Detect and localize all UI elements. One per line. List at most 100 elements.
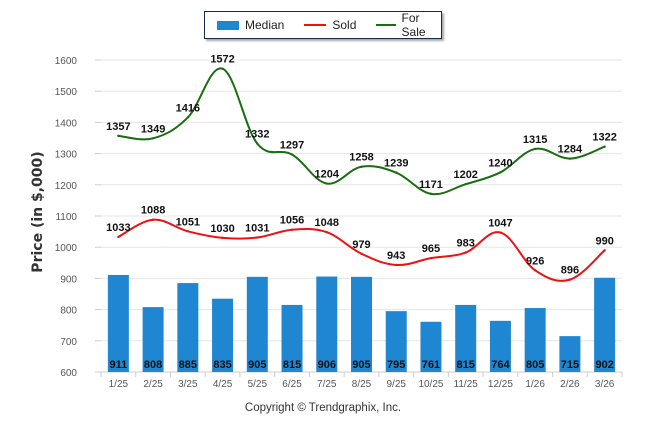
median-bar [316, 276, 338, 372]
for-sale-data-label: 1240 [488, 157, 512, 169]
sold-point [568, 278, 572, 281]
sold-data-label: 1031 [245, 223, 269, 235]
for-sale-point [117, 134, 120, 138]
y-tick-label: 1200 [55, 181, 78, 192]
y-tick-label: 1500 [55, 87, 78, 98]
legend-label-sold: Sold [332, 18, 357, 32]
sold-data-label: 983 [457, 238, 475, 250]
median-bar-label: 808 [144, 359, 162, 371]
for-sale-data-label: 1297 [280, 140, 304, 152]
median-bar [281, 304, 303, 372]
sold-data-label: 965 [422, 243, 440, 255]
x-tick-label: 12/25 [488, 379, 513, 390]
series-lines [117, 67, 606, 282]
sold-data-label: 1056 [280, 215, 304, 227]
median-bars [107, 274, 616, 372]
for-sale-data-label: 1239 [384, 158, 408, 170]
median-bar [212, 298, 234, 372]
legend-label-median: Median [245, 18, 285, 32]
median-bar [489, 320, 511, 372]
legend-item-for-sale[interactable]: For Sale [376, 11, 441, 39]
x-tick-label: 5/25 [248, 379, 268, 390]
median-bar-label: 902 [595, 359, 613, 371]
sold-point [325, 231, 328, 234]
sold-data-label: 1030 [210, 223, 234, 235]
sold-point [499, 231, 502, 234]
sold-data-label: 943 [387, 250, 405, 262]
median-bar [246, 276, 268, 372]
sold-data-label: 1088 [141, 205, 165, 217]
sold-point [186, 230, 190, 233]
sold-point [533, 269, 537, 272]
median-bar-label: 911 [109, 359, 127, 371]
y-tick-label: 600 [60, 368, 77, 379]
for-sale-point [221, 67, 224, 70]
sold-point [221, 236, 224, 240]
median-bar-label: 835 [213, 359, 231, 371]
sold-point [429, 256, 433, 260]
legend: Median Sold For Sale [204, 11, 442, 39]
x-tick-label: 1/25 [109, 379, 129, 390]
for-sale-point [151, 137, 155, 140]
median-bar [594, 277, 616, 372]
for-sale-point [533, 147, 537, 151]
line-data-labels: 1033 1088 1051 1030 1031 1056 1048 979 943 965 983… [106, 54, 617, 277]
sold-line-icon [304, 24, 327, 26]
for-sale-point [429, 192, 433, 196]
sold-point [117, 235, 120, 239]
for-sale-point [186, 116, 190, 119]
median-bar [559, 336, 581, 372]
median-bar-label: 815 [283, 359, 301, 371]
median-bar-label: 815 [457, 359, 475, 371]
y-tick-label: 800 [60, 306, 77, 317]
sold-data-label: 1051 [176, 216, 200, 228]
median-bar [385, 311, 407, 372]
legend-label-for-sale: For Sale [401, 11, 426, 39]
y-axis-ticks: 600 700 800 900 1000 1100 1200 1300 1400 1500 1600 [55, 56, 78, 379]
for-sale-data-label: 1572 [210, 54, 234, 66]
median-bar-labels: 911 808 885 835 905 815 906 905 795 761 815 764 805 7… [109, 359, 613, 371]
legend-item-median[interactable]: Median [217, 18, 284, 32]
sold-point [464, 251, 467, 254]
for-sale-data-label: 1258 [349, 152, 373, 164]
x-tick-label: 3/26 [595, 379, 615, 390]
median-bar [455, 304, 477, 372]
sold-point [395, 263, 398, 267]
for-sale-line [118, 67, 605, 196]
x-tick-label: 2/25 [143, 379, 163, 390]
for-sale-line-icon [376, 24, 396, 26]
for-sale-point [603, 145, 606, 148]
x-tick-label: 3/25 [178, 379, 198, 390]
median-bar-label: 795 [387, 359, 405, 371]
copyright-text: Copyright © Trendgraphix, Inc. [244, 402, 402, 414]
median-bar-label: 761 [422, 359, 440, 371]
for-sale-point [360, 165, 363, 168]
for-sale-data-label: 1284 [558, 144, 583, 156]
y-tick-label: 1000 [55, 243, 78, 254]
x-tick-label: 9/25 [386, 379, 406, 390]
x-tick-label: 2/26 [560, 379, 580, 390]
x-axis-ticks: 1/25 2/25 3/25 4/25 5/25 6/25 7/25 8/25 9/25 10/2… [100, 372, 623, 390]
for-sale-data-label: 1171 [419, 179, 443, 191]
median-bar-label: 906 [318, 359, 336, 371]
for-sale-point [568, 157, 572, 160]
for-sale-data-label: 1322 [592, 132, 616, 144]
x-tick-label: 8/25 [352, 379, 372, 390]
y-tick-label: 900 [60, 274, 77, 285]
for-sale-data-label: 1357 [106, 121, 130, 133]
sold-data-label: 896 [561, 265, 579, 277]
for-sale-data-label: 1349 [141, 123, 165, 135]
y-axis-title: Price (in $,000) [30, 151, 46, 273]
median-bar [142, 307, 164, 372]
legend-item-sold[interactable]: Sold [304, 18, 356, 32]
median-swatch-icon [217, 20, 239, 30]
for-sale-data-label: 1315 [523, 134, 547, 146]
sold-data-label: 979 [352, 239, 370, 251]
y-tick-label: 700 [60, 337, 77, 348]
median-bar-label: 885 [179, 359, 197, 371]
sold-point [151, 218, 155, 221]
median-bar-label: 905 [352, 359, 370, 371]
sold-data-label: 1033 [106, 222, 130, 234]
sold-data-label: 1048 [315, 217, 339, 229]
